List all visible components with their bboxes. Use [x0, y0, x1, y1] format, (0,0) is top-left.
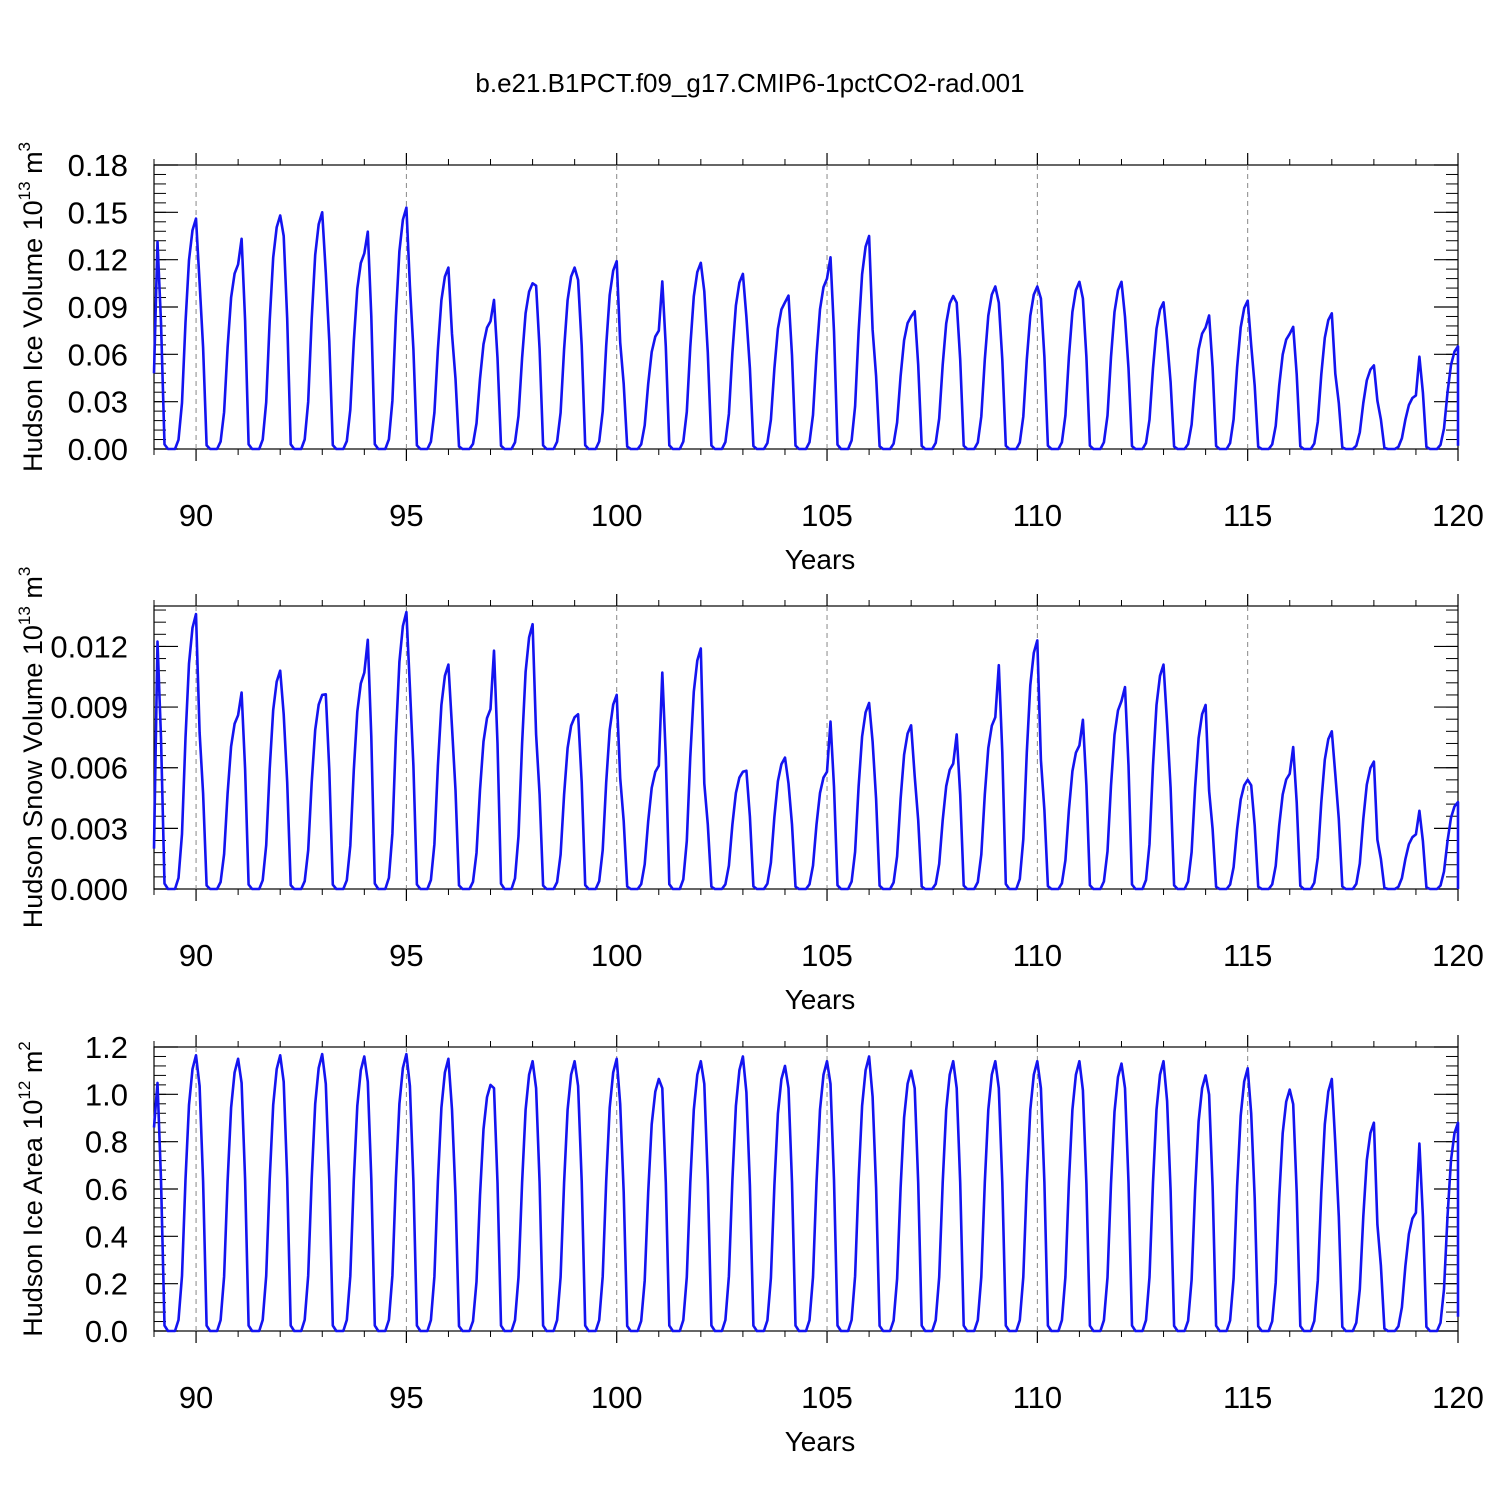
y-tick-label: 0.09 — [68, 290, 128, 325]
x-tick-label: 105 — [801, 498, 853, 533]
x-tick-label: 120 — [1432, 938, 1484, 973]
series-line — [152, 610, 1460, 891]
x-tick-label: 120 — [1432, 1380, 1484, 1415]
y-axis-label-unit: m — [18, 151, 48, 181]
y-axis-label-exp: 13 — [15, 181, 34, 200]
y-tick-label: 0.12 — [68, 243, 128, 278]
x-axis-label: Years — [785, 1426, 856, 1457]
x-tick-label: 90 — [179, 498, 213, 533]
x-tick-label: 110 — [1013, 498, 1062, 533]
panel-2: 90 95 100 105 110 115 120 0.000 0.003 0.006 0.009 0… — [15, 567, 1484, 1015]
x-tick-label: 120 — [1432, 498, 1484, 533]
x-tick-label: 95 — [389, 1380, 423, 1415]
chart-title: b.e21.B1PCT.f09_g17.CMIP6-1pctCO2-rad.00… — [475, 68, 1024, 98]
x-tick-label: 110 — [1013, 938, 1062, 973]
y-axis-label-unit-exp: 3 — [15, 567, 34, 576]
series-line — [152, 1052, 1460, 1333]
y-axis-label-main: Hudson Snow Volume 10 — [18, 625, 48, 928]
panel-3: 90 95 100 105 110 115 120 0.0 0.2 0.4 0.6 0.8 1.0 1.2… — [15, 1030, 1484, 1457]
y-tick-label: 0.000 — [50, 872, 128, 907]
y-tick-label: 0.009 — [50, 690, 128, 725]
y-axis-label-unit-exp: 2 — [15, 1041, 34, 1050]
y-tick-label: 0.4 — [85, 1219, 128, 1254]
y-tick-label: 1.0 — [85, 1077, 128, 1112]
panels: 90 95 100 105 110 115 1200.000.030.060.090.120… — [15, 142, 1484, 1457]
y-axis-label: Hudson Snow Volume 1013 m3 — [15, 567, 48, 929]
y-tick-label: 0.012 — [50, 629, 128, 664]
x-tick-label: 95 — [389, 938, 423, 973]
x-tick-label: 100 — [591, 498, 643, 533]
x-tick-label: 95 — [389, 498, 423, 533]
y-tick-label: 0.6 — [85, 1172, 128, 1207]
x-tick-label: 110 — [1013, 1380, 1062, 1415]
series-line — [152, 206, 1460, 451]
x-tick-label: 105 — [801, 938, 853, 973]
y-axis-label-unit-exp: 3 — [15, 142, 34, 151]
x-tick-label: 90 — [179, 938, 213, 973]
x-tick-label: 115 — [1223, 1380, 1272, 1415]
y-axis-label-unit: m — [18, 576, 48, 606]
y-tick-label: 0.003 — [50, 811, 128, 846]
y-axis-label-exp: 12 — [15, 1081, 34, 1100]
x-tick-label: 105 — [801, 1380, 853, 1415]
y-axis-label-main: Hudson Ice Volume 10 — [18, 200, 48, 472]
x-axis-label: Years — [785, 984, 856, 1015]
y-axis-label: Hudson Ice Area 1012 m2 — [15, 1041, 48, 1337]
y-tick-label: 1.2 — [85, 1030, 128, 1065]
x-tick-label: 100 — [591, 1380, 643, 1415]
y-tick-label: 0.15 — [68, 195, 128, 230]
y-tick-label: 0.0 — [85, 1314, 128, 1349]
y-tick-label: 0.00 — [68, 432, 128, 467]
y-tick-label: 0.06 — [68, 337, 128, 372]
x-tick-label: 115 — [1223, 498, 1272, 533]
x-tick-label: 90 — [179, 1380, 213, 1415]
y-tick-label: 0.03 — [68, 385, 128, 420]
y-axis-label-main: Hudson Ice Area 10 — [18, 1100, 48, 1337]
y-tick-label: 0.2 — [85, 1267, 128, 1302]
y-axis-label-exp: 13 — [15, 606, 34, 625]
y-axis-label-unit: m — [18, 1051, 48, 1081]
y-tick-label: 0.18 — [68, 148, 128, 183]
y-tick-label: 0.8 — [85, 1125, 128, 1160]
x-axis-label: Years — [785, 544, 856, 575]
panel-1: 90 95 100 105 110 115 120 0.00 0.03 0.06 0.09 0.12 0… — [15, 142, 1484, 575]
y-axis-label: Hudson Ice Volume 1013 m3 — [15, 142, 48, 472]
x-tick-label: 115 — [1223, 938, 1272, 973]
x-tick-label: 100 — [591, 938, 643, 973]
y-tick-label: 0.006 — [50, 751, 128, 786]
